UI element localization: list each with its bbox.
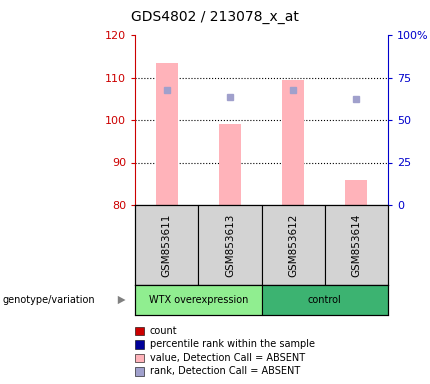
Bar — [156, 63, 178, 205]
Bar — [135, 367, 144, 376]
Bar — [135, 285, 261, 315]
Bar — [135, 340, 144, 349]
Bar — [219, 124, 241, 205]
Bar — [261, 205, 325, 285]
Text: GDS4802 / 213078_x_at: GDS4802 / 213078_x_at — [131, 10, 299, 23]
Bar — [135, 354, 144, 362]
Text: control: control — [308, 295, 341, 305]
Bar — [325, 205, 388, 285]
Bar — [261, 285, 388, 315]
Bar — [135, 327, 144, 335]
Polygon shape — [118, 296, 126, 304]
Bar — [282, 79, 304, 205]
Text: percentile rank within the sample: percentile rank within the sample — [150, 339, 315, 349]
Text: rank, Detection Call = ABSENT: rank, Detection Call = ABSENT — [150, 366, 300, 376]
Text: GSM853613: GSM853613 — [225, 214, 235, 277]
Bar — [345, 179, 368, 205]
Bar — [135, 205, 198, 285]
Text: GSM853612: GSM853612 — [288, 214, 298, 277]
Text: count: count — [150, 326, 177, 336]
Text: value, Detection Call = ABSENT: value, Detection Call = ABSENT — [150, 353, 305, 363]
Text: genotype/variation: genotype/variation — [2, 295, 95, 305]
Bar — [198, 205, 261, 285]
Text: GSM853614: GSM853614 — [351, 214, 361, 277]
Text: WTX overexpression: WTX overexpression — [148, 295, 248, 305]
Text: GSM853611: GSM853611 — [162, 214, 172, 277]
